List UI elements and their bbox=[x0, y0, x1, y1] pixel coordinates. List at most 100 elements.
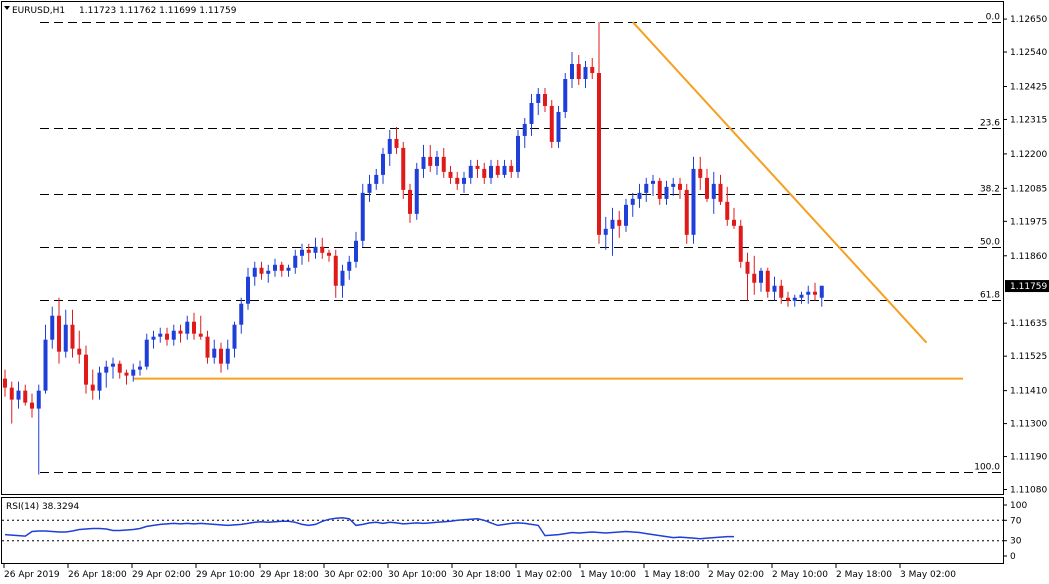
dropdown-triangle-icon[interactable] bbox=[4, 6, 10, 10]
candle-body bbox=[637, 192, 642, 199]
candle bbox=[354, 231, 358, 268]
symbol-label: EURUSD,H1 bbox=[12, 6, 65, 16]
candle bbox=[111, 357, 115, 379]
candle-body bbox=[104, 366, 109, 373]
y-tick-label: 1.11860 bbox=[1010, 252, 1047, 262]
candle-body bbox=[300, 249, 304, 256]
candle bbox=[718, 174, 723, 205]
y-tick-label: 1.11975 bbox=[1010, 217, 1047, 227]
x-tick-label: 30 Apr 02:00 bbox=[324, 570, 383, 580]
y-tick-label: 1.11410 bbox=[1010, 387, 1047, 397]
candle-body bbox=[691, 168, 696, 235]
candle-body bbox=[320, 246, 325, 253]
candle bbox=[219, 342, 223, 373]
candle bbox=[725, 186, 730, 226]
candle bbox=[124, 369, 129, 385]
candle-body bbox=[482, 168, 487, 178]
chart-header: EURUSD,H1 1.11723 1.11762 1.11699 1.1175… bbox=[4, 6, 237, 16]
candle-body bbox=[772, 285, 777, 292]
candle bbox=[630, 192, 635, 217]
y-axis: 1.12650 1.12540 1.12425 1.12315 1.12200 1.120… bbox=[1003, 15, 1049, 496]
candle bbox=[144, 333, 149, 370]
y-tick-label: 1.12200 bbox=[1010, 150, 1047, 160]
candle-body bbox=[225, 348, 230, 364]
candle-body bbox=[448, 171, 453, 178]
candle-body bbox=[401, 147, 406, 190]
candle-body bbox=[705, 177, 709, 199]
candle-body bbox=[799, 294, 804, 298]
candle-body bbox=[745, 261, 750, 274]
candle bbox=[185, 315, 190, 340]
candle-body bbox=[678, 183, 682, 190]
candle bbox=[448, 165, 453, 184]
candle-body bbox=[738, 225, 743, 262]
candle-body bbox=[273, 264, 277, 271]
candle bbox=[819, 285, 824, 307]
rsi-line bbox=[4, 517, 734, 540]
candle bbox=[205, 330, 210, 364]
candle bbox=[516, 129, 520, 178]
candle bbox=[522, 117, 527, 148]
candle bbox=[97, 366, 102, 400]
candle bbox=[678, 177, 682, 199]
x-tick-label: 2 May 10:00 bbox=[772, 570, 828, 580]
candle bbox=[9, 381, 14, 424]
candle-body bbox=[84, 354, 88, 385]
candle-body bbox=[138, 366, 142, 370]
candle bbox=[651, 174, 655, 196]
candle bbox=[610, 207, 615, 256]
candle-body bbox=[111, 363, 115, 367]
candle-body bbox=[9, 387, 14, 400]
candle bbox=[70, 309, 75, 358]
candle bbox=[273, 258, 277, 277]
rsi-tick-label: 70 bbox=[1010, 516, 1022, 526]
x-tick-label: 26 Apr 2019 bbox=[4, 570, 60, 580]
x-tick-label: 26 Apr 18:00 bbox=[68, 570, 127, 580]
candle bbox=[306, 243, 311, 262]
candle bbox=[576, 55, 581, 85]
candle bbox=[698, 156, 703, 190]
candle bbox=[657, 177, 662, 205]
candle bbox=[563, 73, 568, 118]
candle-body bbox=[644, 183, 649, 193]
y-tick-label: 1.11635 bbox=[1010, 319, 1047, 329]
candle-body bbox=[684, 189, 689, 235]
candle bbox=[455, 171, 460, 190]
candle-body bbox=[414, 168, 419, 214]
candle bbox=[259, 261, 264, 280]
candle-body bbox=[279, 264, 284, 271]
candle-body bbox=[205, 336, 210, 358]
candle-body bbox=[725, 201, 730, 220]
candle bbox=[502, 159, 507, 178]
candle-body bbox=[489, 165, 493, 178]
candle-body bbox=[313, 246, 318, 253]
candle-body bbox=[509, 165, 514, 172]
candle bbox=[482, 162, 487, 184]
candle-body bbox=[171, 330, 176, 340]
x-tick-label: 3 May 02:00 bbox=[900, 570, 956, 580]
candle bbox=[711, 171, 716, 214]
candle bbox=[786, 291, 790, 307]
candle bbox=[597, 22, 601, 244]
fib-level-label: 61.8 bbox=[980, 291, 1000, 301]
candle-body bbox=[57, 315, 61, 352]
fib-level-label: 0.0 bbox=[986, 13, 1001, 23]
candle-body bbox=[3, 378, 7, 388]
candle bbox=[212, 339, 217, 364]
candle-body bbox=[806, 291, 811, 295]
x-tick-label: 1 May 10:00 bbox=[580, 570, 636, 580]
candle-body bbox=[43, 339, 48, 391]
candle-body bbox=[36, 390, 41, 409]
candle-body bbox=[340, 270, 345, 286]
candle-body bbox=[16, 390, 21, 400]
candle-body bbox=[671, 183, 676, 187]
candle-body bbox=[408, 189, 412, 214]
candle-body bbox=[198, 333, 203, 337]
x-tick-label: 30 Apr 10:00 bbox=[388, 570, 447, 580]
y-tick-label: 1.12085 bbox=[1010, 184, 1047, 194]
candle-body bbox=[158, 333, 163, 337]
x-tick-label: 1 May 18:00 bbox=[644, 570, 700, 580]
candlesticks bbox=[3, 22, 824, 475]
candle bbox=[374, 168, 379, 190]
candle bbox=[239, 297, 244, 334]
